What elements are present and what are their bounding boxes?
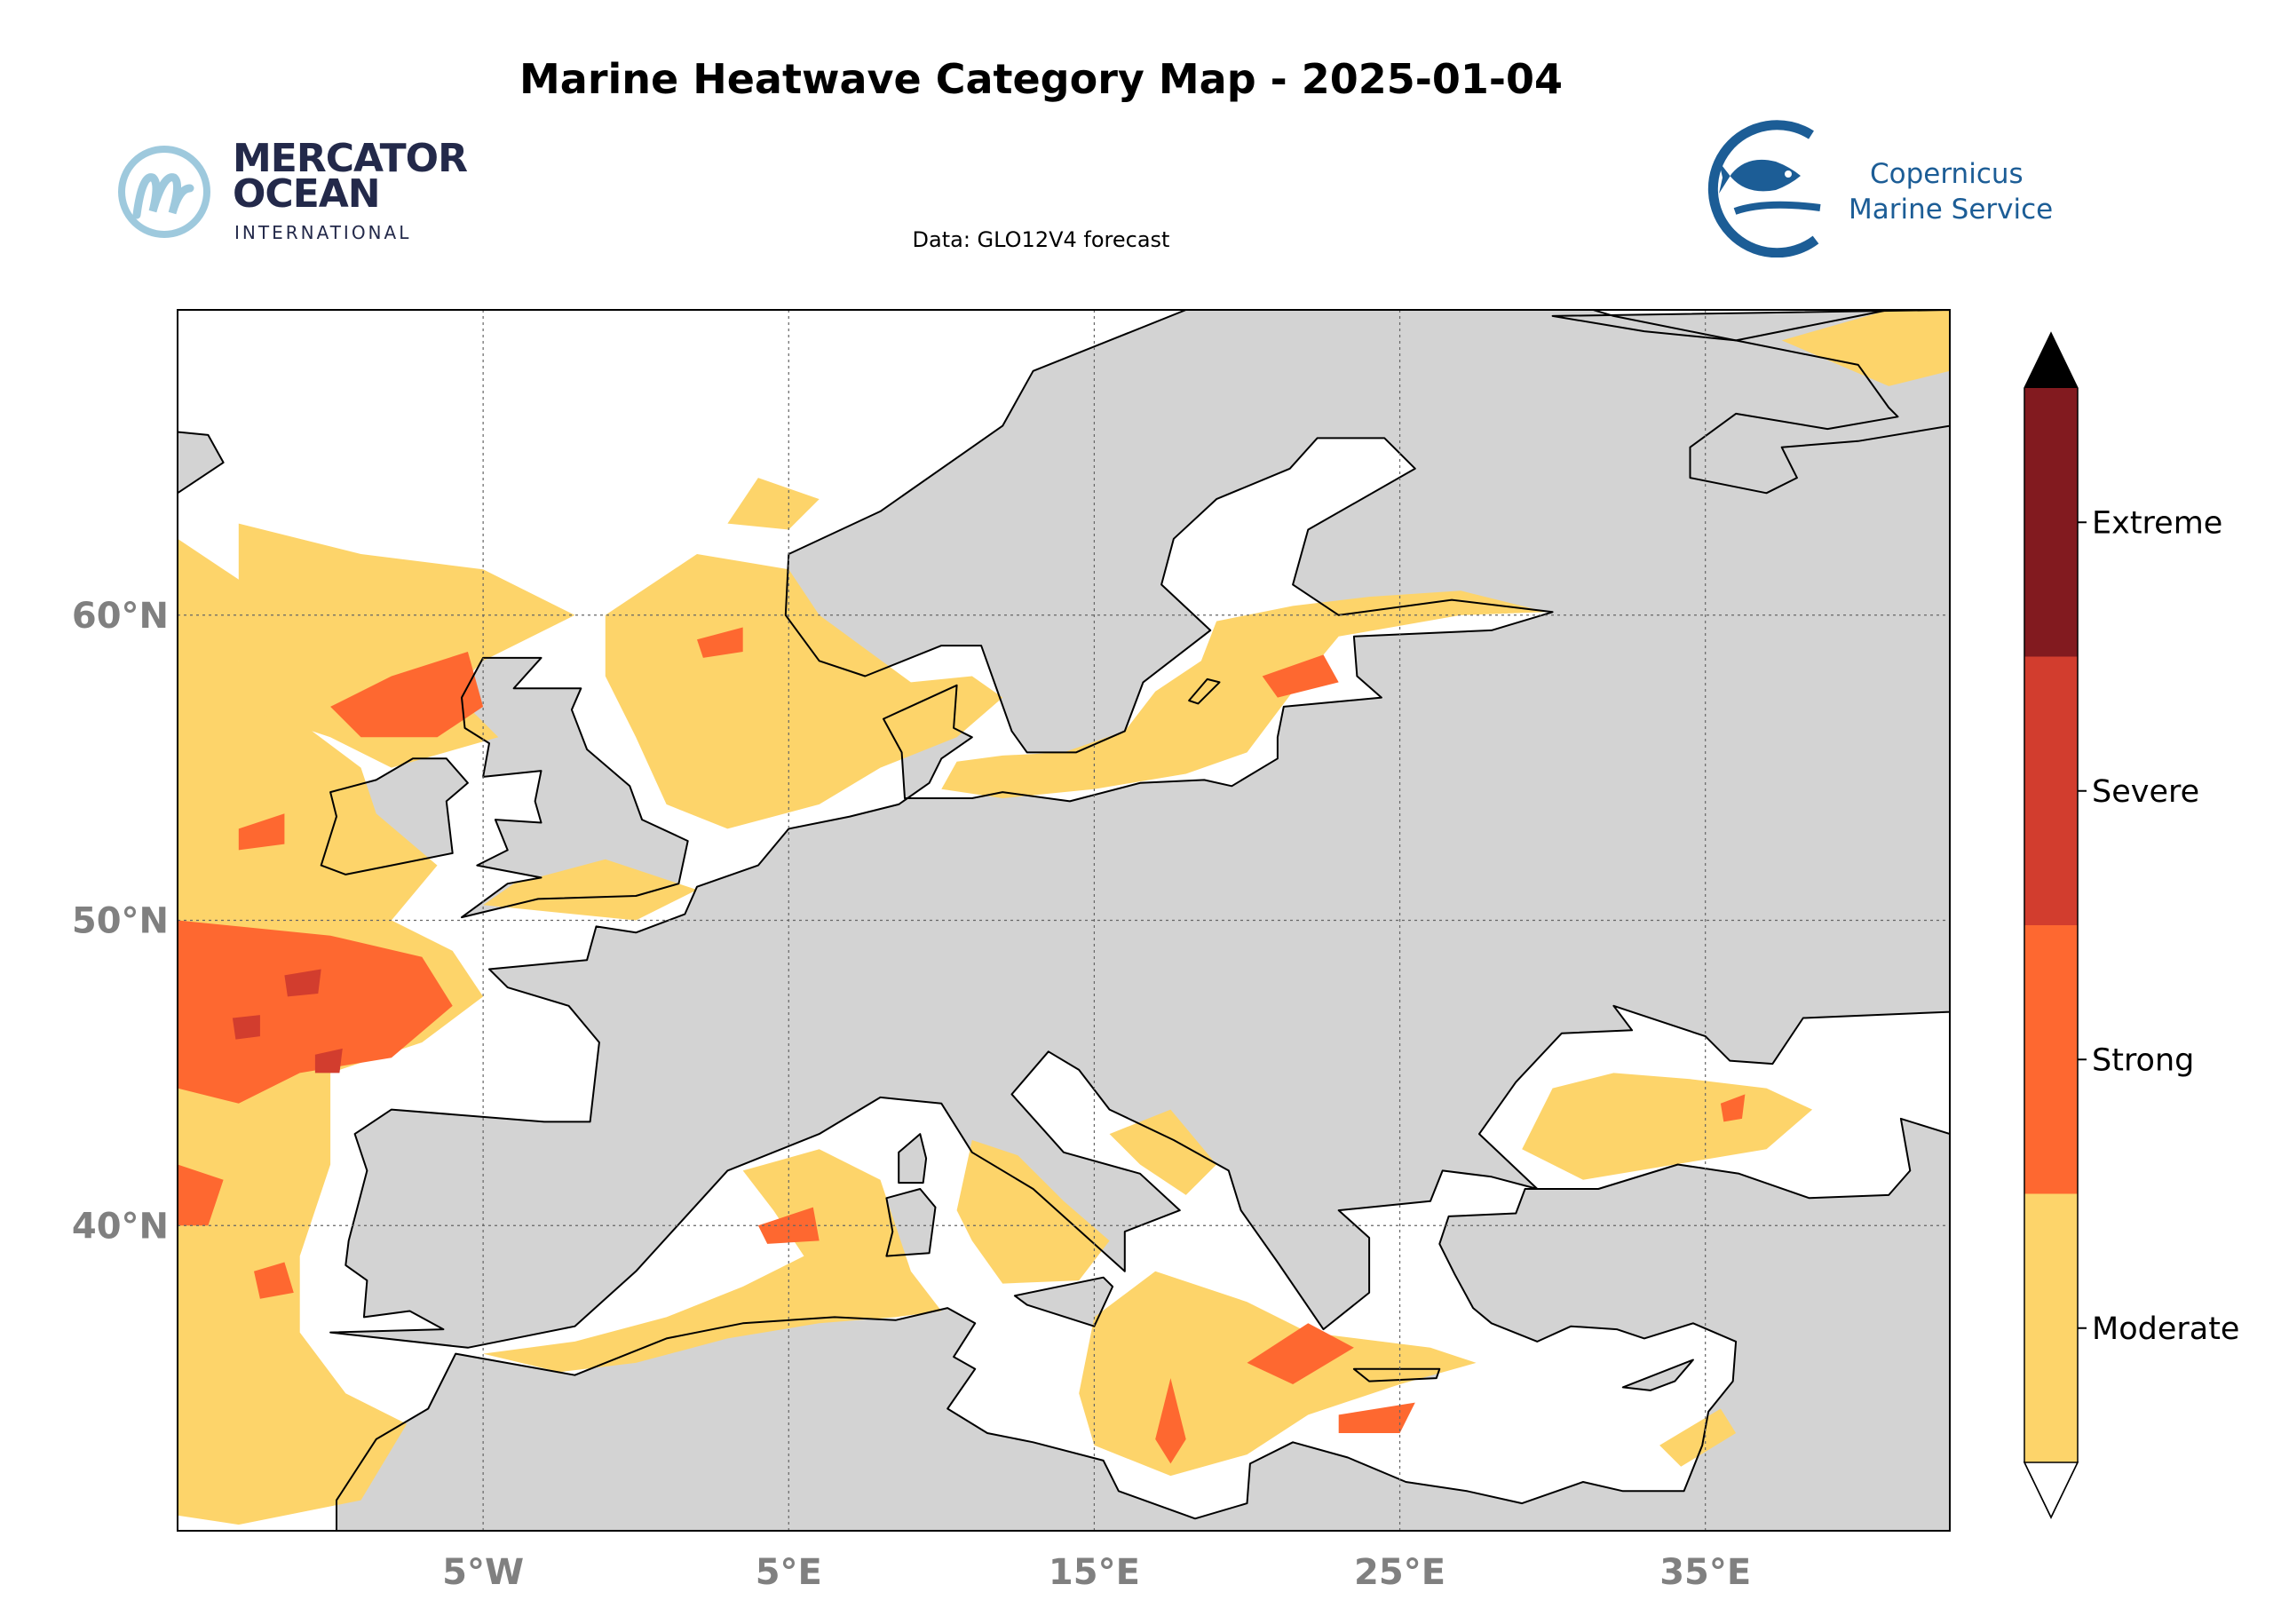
heatwave-region-moderate — [1659, 1408, 1737, 1467]
heatwave-region-strong — [330, 652, 484, 738]
longitude-tick-labels: 5°W 5°E 15°E 25°E 35°E — [442, 1552, 1751, 1593]
copernicus-marine-logo: Copernicus Marine Service — [1696, 115, 2069, 257]
coastline-europe-mainland — [329, 310, 1950, 1349]
heatwave-region-moderate — [1109, 1109, 1217, 1195]
lon-tick-label: 5°E — [756, 1552, 822, 1593]
colorbar-segment-strong — [2024, 925, 2078, 1194]
coastline-layer — [178, 310, 1950, 1531]
coastline-sicily — [1013, 1276, 1114, 1327]
coastline-cyprus — [1621, 1359, 1694, 1391]
colorbar-label-moderate: Moderate — [2092, 1311, 2239, 1347]
coastline-ireland — [320, 757, 469, 875]
lat-tick-label: 50°N — [72, 901, 169, 942]
lon-tick-label: 35°E — [1659, 1552, 1751, 1593]
mercator-logo-line3: INTERNATIONAL — [234, 222, 412, 243]
heatwave-region-moderate — [1781, 310, 1950, 386]
latitude-tick-labels: 40°N 50°N 60°N — [72, 596, 169, 1248]
heatwave-region-strong — [178, 920, 453, 1104]
colorbar-label-strong: Strong — [2092, 1042, 2194, 1078]
mercator-ocean-logo: MERCATOR OCEAN INTERNATIONAL — [115, 133, 471, 249]
data-source-subtitle: Data: GLO12V4 forecast — [912, 227, 1170, 252]
coastline-corsica — [898, 1133, 928, 1184]
lon-tick-label: 25°E — [1354, 1552, 1445, 1593]
colorbar-segment-severe — [2024, 656, 2078, 925]
coastline-norway-west-islands — [178, 431, 225, 495]
map-title: Marine Heatwave Category Map - 2025-01-0… — [519, 55, 1563, 103]
colorbar-over-arrow — [2024, 333, 2078, 388]
lat-tick-label: 40°N — [72, 1206, 169, 1247]
coastline-sardinia — [885, 1188, 937, 1257]
colorbar-label-severe: Severe — [2092, 774, 2199, 810]
heatwave-region-strong — [1262, 654, 1339, 698]
land-norway-west-islands — [178, 432, 224, 494]
heatwave-region-strong — [1720, 1094, 1746, 1122]
heatwave-region-strong — [178, 1164, 224, 1226]
heatwave-region-moderate — [483, 1149, 942, 1373]
coastline-great-britain — [461, 656, 689, 919]
colorbar-outline — [2024, 331, 2079, 1519]
colorbar-segment-moderate — [2024, 1193, 2078, 1462]
map-frame — [177, 309, 1951, 1532]
colorbar-label-extreme: Extreme — [2092, 505, 2222, 541]
land-europe-mainland — [330, 310, 1950, 1348]
heatwave-region-moderate — [727, 478, 820, 530]
copernicus-fish-icon — [1707, 120, 1821, 257]
land-sicily — [1014, 1277, 1113, 1327]
land-great-britain — [462, 657, 688, 918]
heatwave-region-severe — [232, 1015, 260, 1040]
colorbar: Moderate Strong Severe Extreme — [2023, 331, 2239, 1519]
mercator-logo-line2: OCEAN — [233, 171, 381, 217]
mercator-m-icon — [118, 146, 210, 238]
coastline-africa-north — [336, 1117, 1950, 1531]
heatwave-region-moderate — [605, 554, 1003, 829]
heatwave-layer — [178, 310, 1950, 1525]
heatwave-region-moderate — [483, 859, 697, 921]
land-africa-north — [337, 1118, 1950, 1531]
lon-tick-label: 15°E — [1049, 1552, 1140, 1593]
heatwave-region-strong — [238, 813, 285, 851]
colorbar-segment-extreme — [2024, 388, 2078, 657]
heatwave-region-moderate — [941, 590, 1547, 798]
heatwave-region-moderate — [956, 1140, 1110, 1284]
heatwave-region-moderate — [238, 523, 575, 768]
copernicus-logo-line1: Copernicus — [1870, 158, 2024, 190]
coastline-kola — [1551, 310, 1950, 495]
mercator-logo-line1: MERCATOR — [233, 136, 468, 181]
heatwave-region-severe — [314, 1048, 343, 1073]
coastline-crete — [1352, 1367, 1441, 1382]
lat-tick-label: 60°N — [72, 596, 169, 637]
coastline-gotland — [1188, 677, 1221, 705]
colorbar-under-arrow — [2023, 1462, 2079, 1519]
heatwave-region-severe — [284, 969, 321, 997]
land-corsica — [899, 1134, 927, 1184]
gridline-layer — [178, 310, 1950, 1531]
copernicus-logo-line2: Marine Service — [1849, 194, 2054, 226]
heatwave-region-strong — [254, 1262, 294, 1299]
heatwave-region-strong — [1155, 1378, 1186, 1464]
heatwave-region-strong — [697, 627, 743, 658]
heatwave-region-strong — [1338, 1402, 1415, 1433]
lon-tick-label: 5°W — [442, 1552, 524, 1593]
heatwave-region-strong — [1247, 1323, 1354, 1384]
